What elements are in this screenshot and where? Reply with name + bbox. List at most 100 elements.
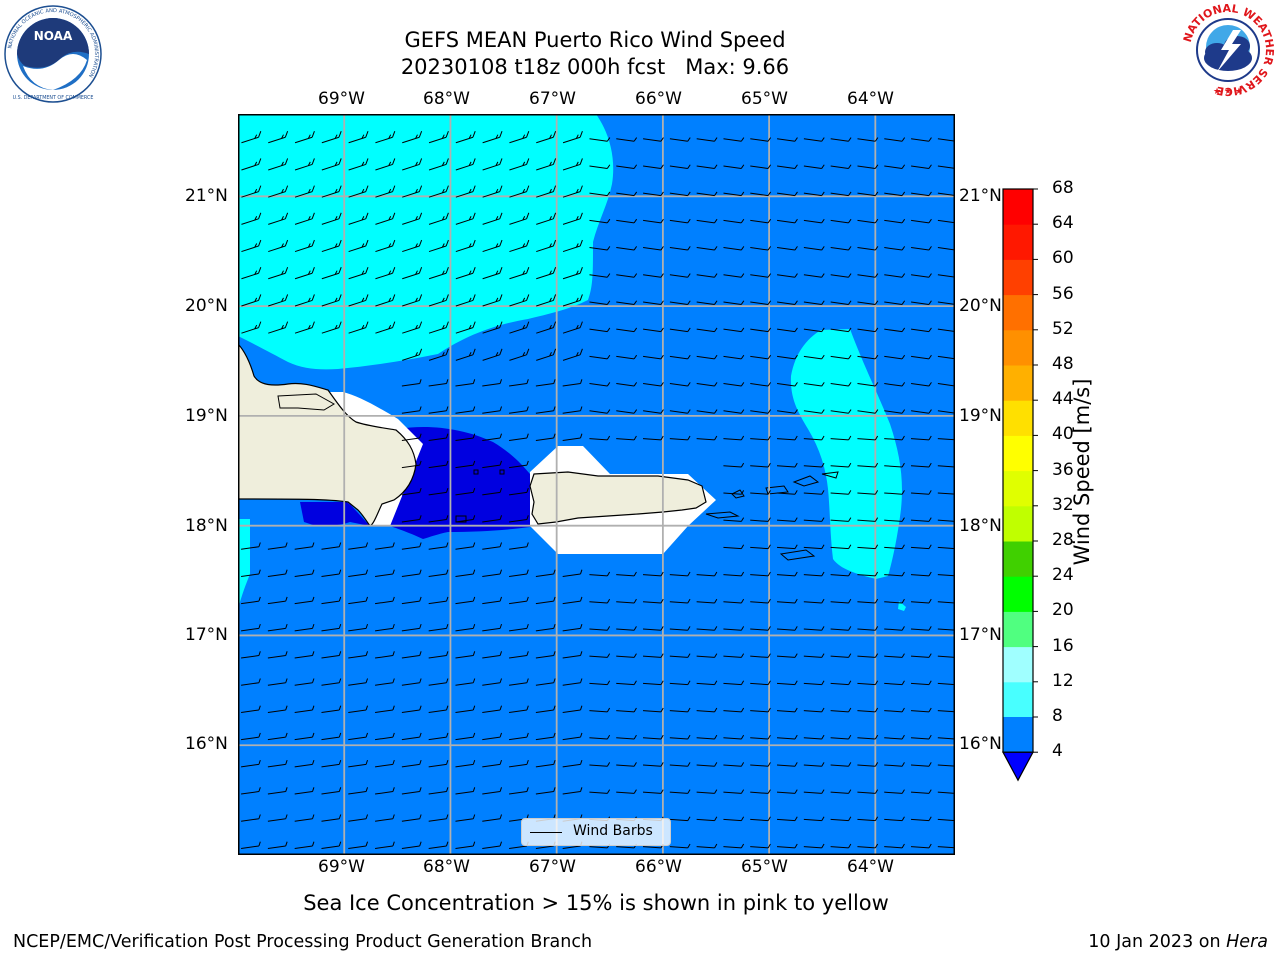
wind-barb xyxy=(884,544,905,550)
wind-barb xyxy=(777,246,798,251)
wind-barb xyxy=(750,273,772,278)
wind-barb xyxy=(669,653,691,658)
wind-barb xyxy=(321,651,342,659)
colorbar-segment xyxy=(1003,470,1033,507)
wind-barb xyxy=(803,789,825,794)
wind-barb xyxy=(723,517,745,522)
wind-barb xyxy=(241,267,262,280)
wind-barb xyxy=(857,246,879,251)
wind-barb xyxy=(241,158,262,171)
wind-barb xyxy=(509,460,529,469)
lon-label-bottom-68w: 68°W xyxy=(423,857,470,877)
wind-barb xyxy=(669,789,691,794)
wind-barb xyxy=(562,651,583,659)
wind-barb xyxy=(562,732,583,741)
wind-barb xyxy=(803,273,825,278)
wind-barb xyxy=(455,321,476,334)
wind-barb xyxy=(911,246,932,251)
wind-barb xyxy=(910,462,932,468)
wind-barb xyxy=(937,191,955,197)
wind-barb xyxy=(669,598,691,604)
wind-barb xyxy=(669,626,691,631)
wind-barb xyxy=(536,185,557,198)
wind-barb xyxy=(830,680,852,686)
wind-barb xyxy=(294,185,315,198)
wind-barb xyxy=(616,218,638,224)
wind-barb xyxy=(884,382,906,387)
wind-barb xyxy=(750,734,771,740)
title-line1: GEFS MEAN Puerto Rico Wind Speed xyxy=(404,28,786,52)
wind-barb xyxy=(509,406,529,414)
wind-barb xyxy=(536,158,557,171)
wind-barb xyxy=(830,191,852,197)
wind-barb xyxy=(455,460,476,469)
wind-barb xyxy=(830,137,852,142)
wind-barb xyxy=(294,678,315,686)
lat-label-right-21n: 21°N xyxy=(959,186,1002,206)
lon-label-bottom-65w: 65°W xyxy=(741,857,788,877)
wind-barb xyxy=(669,246,691,251)
wind-barb xyxy=(401,814,422,822)
wind-barb xyxy=(803,490,825,495)
wind-barb xyxy=(509,678,529,686)
wind-barb xyxy=(348,759,369,768)
wind-barb xyxy=(669,327,691,333)
wind-barb xyxy=(589,762,611,767)
wind-barb xyxy=(803,354,825,360)
colorbar-segment xyxy=(1003,400,1033,436)
colorbar-tick-label: 28 xyxy=(1052,530,1074,550)
wind-barb xyxy=(509,267,530,280)
wind-barb xyxy=(937,246,955,251)
wind-barb xyxy=(803,382,825,387)
wind-barb xyxy=(696,571,718,577)
wind-barb xyxy=(643,246,664,251)
wind-barb xyxy=(669,382,691,387)
lon-label-bottom-69w: 69°W xyxy=(318,857,365,877)
wind-barb xyxy=(241,569,261,577)
wind-barb xyxy=(375,759,395,768)
wind-barb xyxy=(723,816,745,822)
wind-barb xyxy=(348,596,369,605)
wind-barb xyxy=(589,571,611,577)
wind-barb xyxy=(696,435,718,441)
wind-barb xyxy=(428,732,449,741)
wind-barb xyxy=(375,596,395,605)
wind-barb xyxy=(562,321,583,334)
wind-barb xyxy=(509,379,529,387)
colorbar-segment xyxy=(1003,646,1033,683)
wind-barb xyxy=(669,816,691,822)
colorbar-segment xyxy=(1003,576,1033,612)
colorbar-extend-triangle xyxy=(1001,751,1035,782)
wind-barb xyxy=(401,787,422,795)
wind-barb xyxy=(482,460,503,469)
wind-barb xyxy=(910,517,932,522)
wind-barb xyxy=(455,487,476,496)
wind-barb xyxy=(723,544,745,550)
wind-barb xyxy=(750,462,771,468)
wind-barb xyxy=(589,626,611,631)
wind-barb xyxy=(455,294,476,307)
wind-barb xyxy=(643,409,664,414)
map-frame xyxy=(238,114,955,855)
colorbar-segment xyxy=(1003,541,1033,577)
wind-barb xyxy=(536,294,557,307)
wind-barb xyxy=(750,409,772,414)
wind-barb xyxy=(455,814,476,822)
wind-barb xyxy=(509,239,530,253)
wind-barb xyxy=(455,759,476,768)
wind-barb xyxy=(375,787,395,795)
wind-barb xyxy=(642,707,664,713)
wind-barb xyxy=(616,626,637,631)
wind-barb xyxy=(696,653,718,658)
wind-barb xyxy=(562,212,583,225)
wind-barb xyxy=(910,544,932,550)
wind-barb xyxy=(776,435,798,441)
wind-barb xyxy=(562,348,583,361)
wind-barb xyxy=(562,131,583,144)
wind-barb xyxy=(696,789,718,794)
wind-barb xyxy=(750,571,771,577)
colorbar-segment-base xyxy=(1003,717,1033,753)
wind-barb xyxy=(294,651,315,659)
wind-barb xyxy=(857,762,879,767)
wind-barb xyxy=(777,137,798,142)
